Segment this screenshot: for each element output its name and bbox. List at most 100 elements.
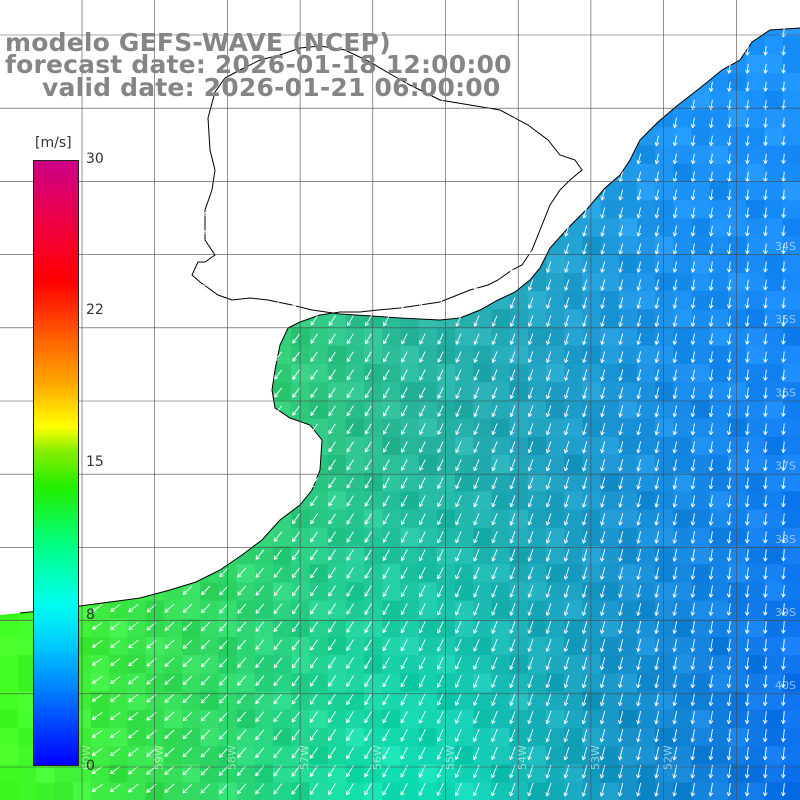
wind-speed-cell xyxy=(582,291,602,310)
wind-arrow xyxy=(745,45,750,56)
wind-speed-cell xyxy=(709,418,729,438)
wind-speed-cell xyxy=(546,709,565,729)
wind-speed-cell xyxy=(163,709,183,729)
wind-speed-cell xyxy=(637,673,656,693)
wind-speed-cell xyxy=(728,600,747,620)
wind-speed-cell xyxy=(637,509,656,529)
wind-speed-cell xyxy=(418,527,438,547)
wind-arrow xyxy=(220,99,229,109)
wind-speed-cell xyxy=(291,746,310,765)
wind-speed-cell xyxy=(0,673,19,693)
wind-speed-cell xyxy=(746,382,765,401)
wind-speed-cell xyxy=(0,746,19,765)
wind-speed-cell xyxy=(746,218,765,238)
wind-speed-cell xyxy=(691,91,711,110)
wind-speed-cell xyxy=(109,618,128,638)
wind-speed-cell xyxy=(709,764,729,784)
wind-arrow xyxy=(238,171,246,181)
wind-speed-cell xyxy=(618,182,638,201)
wind-speed-cell xyxy=(327,491,347,511)
wind-speed-cell xyxy=(764,436,784,456)
wind-speed-cell xyxy=(400,345,420,365)
wind-speed-cell xyxy=(655,491,674,511)
wind-speed-cell xyxy=(746,309,765,329)
wind-speed-cell xyxy=(0,728,19,747)
wind-speed-cell xyxy=(382,618,401,638)
wind-speed-cell xyxy=(600,782,620,800)
wind-speed-cell xyxy=(673,564,693,583)
wind-speed-cell xyxy=(509,746,529,765)
wind-speed-cell xyxy=(655,273,674,292)
wind-speed-cell xyxy=(327,473,347,492)
wind-speed-cell xyxy=(582,400,602,420)
wind-speed-cell xyxy=(163,782,183,800)
wind-speed-cell xyxy=(655,764,674,784)
wind-speed-cell xyxy=(436,618,456,638)
wind-speed-cell xyxy=(436,546,456,565)
wind-speed-cell xyxy=(254,600,274,620)
wind-speed-cell xyxy=(600,473,620,492)
wind-arrow xyxy=(365,207,372,218)
wind-speed-cell xyxy=(527,364,547,383)
wind-speed-cell xyxy=(473,473,492,492)
wind-speed-cell xyxy=(655,436,674,456)
wind-speed-cell xyxy=(382,782,401,800)
wind-speed-cell xyxy=(746,364,765,383)
wind-speed-cell xyxy=(218,673,238,693)
wind-speed-cell xyxy=(473,400,492,420)
wind-speed-cell xyxy=(236,618,256,638)
wind-arrow xyxy=(727,189,732,201)
wind-speed-cell xyxy=(746,728,765,747)
wind-speed-cell xyxy=(91,728,110,747)
wind-speed-cell xyxy=(637,600,656,620)
wind-speed-cell xyxy=(491,400,511,420)
wind-speed-cell xyxy=(728,564,747,583)
wind-speed-cell xyxy=(637,400,656,420)
wind-speed-cell xyxy=(546,327,565,347)
wind-arrow xyxy=(256,171,264,181)
wind-speed-cell xyxy=(746,400,765,420)
wind-speed-cell xyxy=(564,655,583,674)
wind-arrow xyxy=(708,135,714,147)
wind-speed-cell xyxy=(691,673,711,693)
wind-speed-cell xyxy=(254,673,274,693)
wind-arrow xyxy=(745,135,750,146)
wind-speed-cell xyxy=(709,746,729,765)
wind-speed-cell xyxy=(327,345,347,365)
wind-speed-cell xyxy=(728,200,747,219)
wind-speed-cell xyxy=(200,582,219,602)
wind-speed-cell xyxy=(564,291,583,310)
wind-speed-cell xyxy=(618,236,638,256)
wind-arrow xyxy=(401,135,408,146)
wind-speed-cell xyxy=(491,327,511,347)
wind-arrow xyxy=(310,63,318,74)
wind-speed-cell xyxy=(746,509,765,529)
wind-arrow xyxy=(383,117,390,128)
wind-arrow xyxy=(310,81,318,92)
wind-speed-cell xyxy=(673,418,693,438)
wind-speed-cell xyxy=(764,655,784,674)
wind-speed-cell xyxy=(637,364,656,383)
wind-speed-cell xyxy=(637,218,656,238)
wind-speed-cell xyxy=(728,673,747,693)
wind-speed-cell xyxy=(345,400,365,420)
wind-speed-cell xyxy=(728,309,747,329)
wind-arrow xyxy=(292,135,300,146)
wind-speed-cell xyxy=(273,709,292,729)
wind-speed-cell xyxy=(728,382,747,401)
wind-speed-cell xyxy=(473,582,492,602)
wind-speed-cell xyxy=(345,364,365,383)
wind-speed-cell xyxy=(127,655,147,674)
wind-speed-cell xyxy=(782,182,800,201)
wind-arrow xyxy=(528,189,534,201)
wind-arrow xyxy=(310,189,318,200)
wind-speed-cell xyxy=(637,564,656,583)
wind-speed-cell xyxy=(18,691,37,711)
wind-speed-cell xyxy=(746,637,765,656)
wind-speed-cell xyxy=(655,163,674,183)
wind-speed-cell xyxy=(0,709,19,729)
wind-speed-cell xyxy=(400,691,420,711)
wind-speed-cell xyxy=(709,200,729,219)
wind-speed-cell xyxy=(309,673,329,693)
wind-speed-cell xyxy=(582,637,602,656)
